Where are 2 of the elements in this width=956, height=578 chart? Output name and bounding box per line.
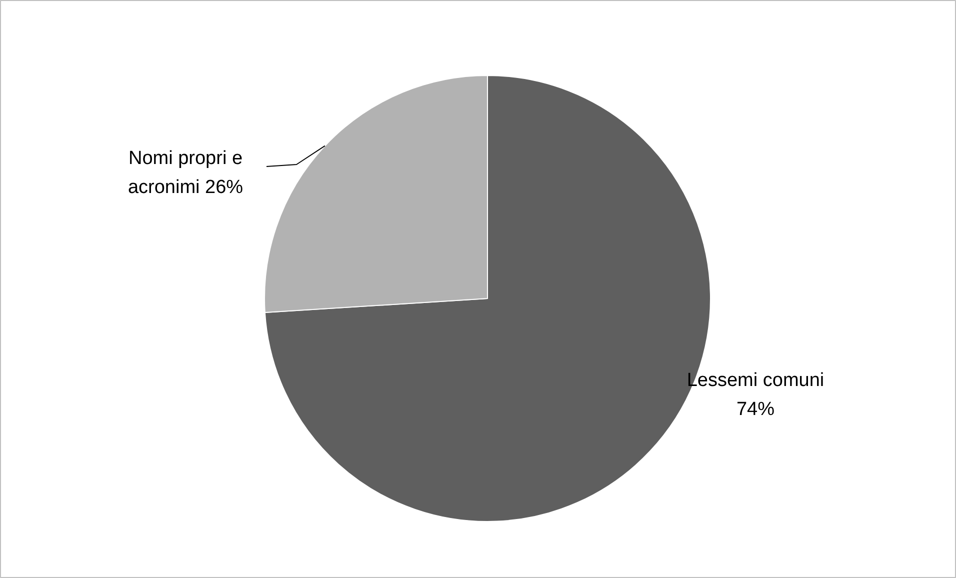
slice-label: Nomi propri e acronimi 26% <box>128 148 244 198</box>
data-label: 74% <box>736 399 775 420</box>
